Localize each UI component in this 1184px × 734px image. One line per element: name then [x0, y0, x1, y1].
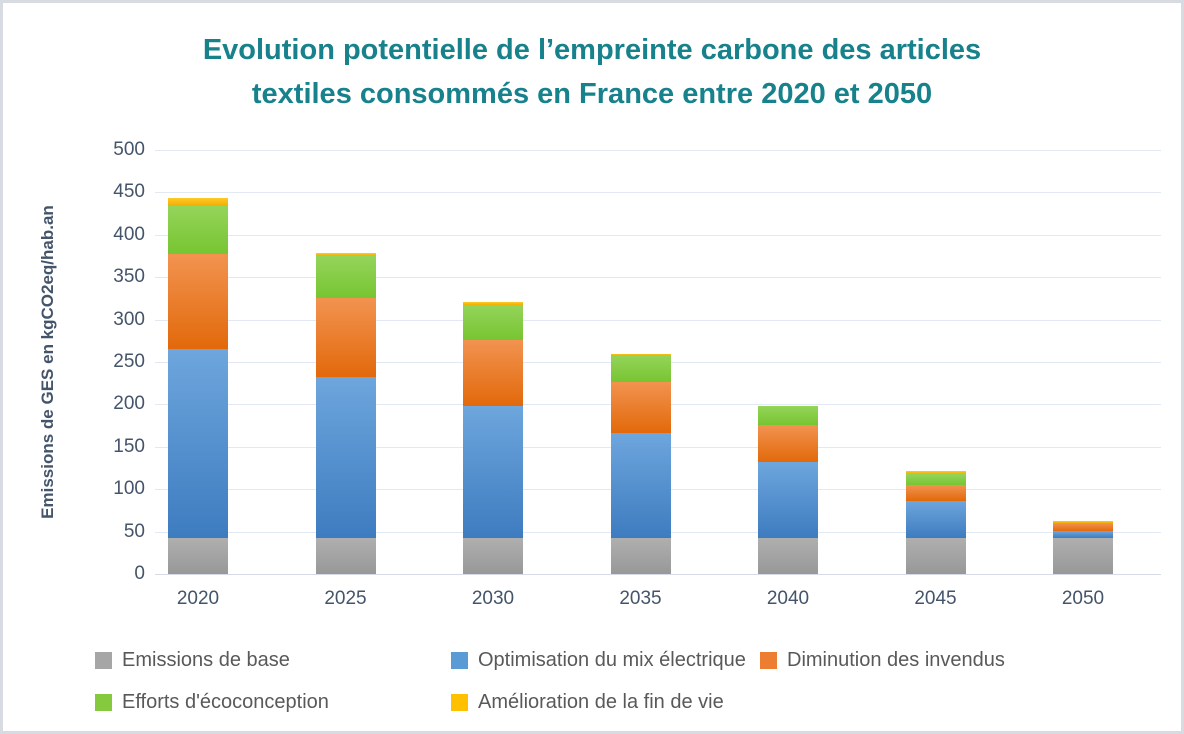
- bar-segment-2030-series-0: [463, 538, 523, 574]
- legend-item-4: Amélioration de la fin de vie: [451, 691, 724, 713]
- bar-segment-2035-series-0: [610, 538, 671, 574]
- bar-segment-2050-series-0: [1053, 538, 1113, 574]
- bar-segment-2030-series-4: [463, 301, 523, 306]
- bar-segment-2020-series-3: [168, 205, 228, 255]
- bar-segment-2020-series-1: [168, 349, 228, 539]
- chart-title-line2: textiles consommés en France entre 2020 …: [251, 77, 933, 110]
- legend-item-0: Emissions de base: [95, 649, 290, 671]
- bar-segment-2020-series-0: [168, 538, 228, 574]
- y-tick-label-450: 450: [113, 181, 145, 203]
- bar-segment-2025-series-2: [315, 297, 376, 378]
- bar-segment-2030-series-3: [463, 305, 523, 340]
- chart-title: Evolution potentielle de l’empreinte car…: [3, 29, 1181, 116]
- legend-item-2: Diminution des invendus: [760, 649, 1005, 671]
- stacked-bar-2025: [315, 252, 376, 574]
- x-tick-label-2030: 2030: [471, 588, 515, 609]
- bar-segment-2040-series-0: [758, 538, 818, 574]
- y-axis-title: Emissions de GES en kgCO2eq/hab.an: [38, 205, 57, 519]
- legend-label: Diminution des invendus: [787, 648, 1005, 671]
- legend-item-1: Optimisation du mix électrique: [451, 649, 746, 671]
- legend-swatch-icon: [95, 693, 112, 711]
- x-tick-label-2045: 2045: [914, 588, 957, 609]
- bar-segment-2030-series-2: [463, 339, 523, 407]
- legend-swatch-icon: [95, 651, 112, 669]
- bar-segment-2040-series-2: [758, 424, 818, 463]
- gridline-400: [155, 234, 1161, 236]
- bar-segment-2045-series-4: [905, 471, 966, 474]
- bar-segment-2050-series-4: [1053, 521, 1113, 524]
- gridline-0: [155, 574, 1161, 575]
- bar-segment-2050-series-1: [1053, 530, 1113, 539]
- stacked-bar-2045: [905, 471, 966, 574]
- bar-segment-2035-series-2: [610, 382, 671, 434]
- bar-segment-2045-series-1: [905, 501, 966, 539]
- bar-segment-2040-series-3: [758, 406, 818, 425]
- legend-label: Efforts d'écoconception: [122, 690, 329, 713]
- y-tick-label-300: 300: [113, 308, 145, 330]
- legend-label: Amélioration de la fin de vie: [478, 690, 724, 713]
- y-tick-label-400: 400: [113, 223, 145, 245]
- stacked-bar-2050: [1053, 521, 1113, 574]
- bar-segment-2035-series-4: [610, 353, 671, 356]
- gridline-450: [155, 192, 1161, 194]
- y-tick-label-250: 250: [113, 351, 145, 372]
- stacked-bar-2035: [610, 353, 671, 574]
- y-tick-label-500: 500: [113, 139, 145, 160]
- legend-swatch-icon: [760, 651, 777, 669]
- y-tick-label-50: 50: [123, 520, 145, 542]
- legend-label: Emissions de base: [122, 648, 290, 671]
- y-tick-label-150: 150: [113, 435, 145, 457]
- bar-segment-2045-series-2: [905, 484, 966, 502]
- x-tick-label-2025: 2025: [324, 588, 367, 609]
- bar-segment-2025-series-4: [315, 252, 376, 256]
- bar-segment-2025-series-3: [315, 256, 376, 298]
- bar-segment-2045-series-0: [905, 538, 966, 574]
- y-tick-label-200: 200: [113, 393, 145, 415]
- bar-segment-2030-series-1: [463, 406, 523, 539]
- legend-item-3: Efforts d'écoconception: [95, 691, 329, 713]
- bar-segment-2025-series-0: [315, 538, 376, 574]
- y-tick-label-100: 100: [113, 478, 145, 500]
- stacked-bar-2040: [758, 406, 818, 574]
- stacked-bar-2030: [463, 301, 523, 574]
- gridline-500: [155, 150, 1161, 151]
- bar-segment-2020-series-4: [168, 198, 228, 206]
- x-tick-label-2050: 2050: [1061, 588, 1105, 609]
- y-tick-label-350: 350: [113, 266, 145, 288]
- plot-area: [155, 150, 1161, 575]
- y-tick-label-0: 0: [134, 563, 145, 584]
- legend-label: Optimisation du mix électrique: [478, 648, 746, 671]
- bar-segment-2035-series-3: [610, 355, 671, 383]
- bar-segment-2025-series-1: [315, 377, 376, 539]
- stacked-bar-2020: [168, 198, 228, 574]
- chart-title-line1: Evolution potentielle de l’empreinte car…: [202, 34, 982, 66]
- x-tick-label-2035: 2035: [619, 588, 662, 609]
- bar-segment-2035-series-1: [610, 433, 671, 539]
- legend-swatch-icon: [451, 651, 468, 669]
- x-tick-label-2020: 2020: [176, 588, 220, 609]
- gridline-350: [155, 277, 1161, 279]
- x-tick-label-2040: 2040: [766, 588, 810, 609]
- gridline-300: [155, 319, 1161, 321]
- bar-segment-2040-series-1: [758, 462, 818, 539]
- bar-segment-2020-series-2: [168, 254, 228, 350]
- legend-swatch-icon: [451, 693, 468, 711]
- bar-segment-2045-series-3: [905, 473, 966, 485]
- bar-segment-2050-series-2: [1053, 523, 1113, 531]
